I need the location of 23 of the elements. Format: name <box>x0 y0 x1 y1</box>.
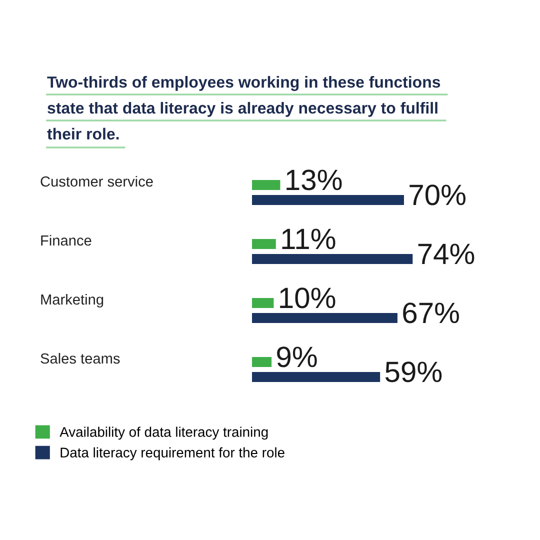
data-label: 10% <box>280 288 336 308</box>
y-tick-label: Customer service <box>40 176 153 187</box>
y-tick-label: Marketing <box>41 294 104 308</box>
bar <box>252 238 276 249</box>
data-label: 70% <box>410 184 466 206</box>
bar <box>252 356 272 367</box>
bar <box>252 194 404 205</box>
bar <box>252 372 380 382</box>
bar <box>252 312 398 323</box>
bar <box>252 180 280 190</box>
bar <box>252 254 413 264</box>
y-tick-label: Finance <box>41 234 92 246</box>
data-label: 11% <box>282 228 336 250</box>
chart-title: Two-thirds of employees working in these functions state that data literacy is already necessary to fulfill their role. <box>47 76 440 140</box>
data-label: 67% <box>403 302 459 324</box>
data-label: 13% <box>286 170 342 190</box>
data-label: 9% <box>277 346 317 368</box>
legend-label: Availability of data literacy training <box>60 426 268 440</box>
bar <box>252 298 274 308</box>
y-tick-label: Sales teams <box>40 352 120 364</box>
data-label: 59% <box>385 362 442 382</box>
data-label: 74% <box>418 244 474 264</box>
legend-label: Data literacy requirement for the role <box>60 447 284 460</box>
